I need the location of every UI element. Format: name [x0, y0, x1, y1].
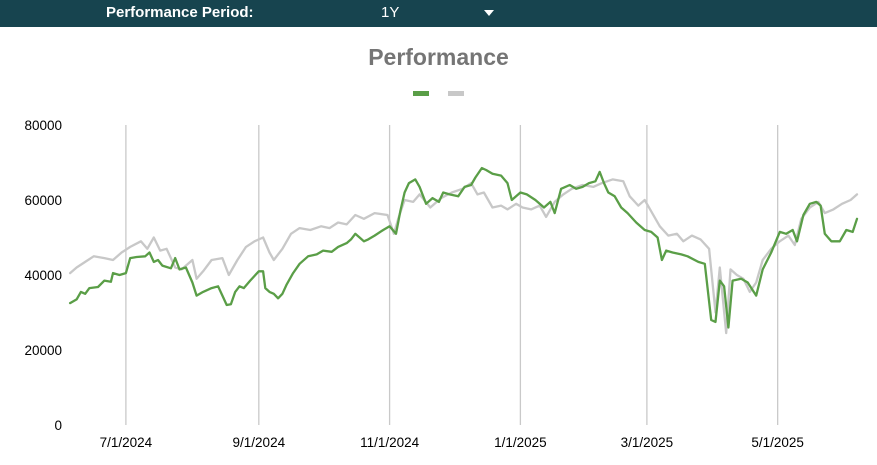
- performance-period-value: 1Y: [381, 4, 400, 21]
- chart-title: Performance: [368, 44, 509, 70]
- x-tick-label: 3/1/2025: [621, 435, 674, 450]
- series-line-benchmark: [68, 178, 859, 335]
- chevron-down-icon[interactable]: [484, 10, 494, 16]
- series-line-primary: [68, 166, 859, 329]
- performance-period-label: Performance Period:: [106, 4, 254, 21]
- performance-period-dropdown[interactable]: 1Y: [372, 0, 500, 27]
- y-tick-label: 20000: [24, 343, 62, 358]
- y-tick-label: 60000: [24, 193, 62, 208]
- x-tick-label: 11/1/2024: [360, 435, 420, 450]
- x-tick-label: 9/1/2024: [233, 435, 286, 450]
- x-tick-label: 1/1/2025: [494, 435, 547, 450]
- y-tick-label: 40000: [24, 268, 62, 283]
- legend-swatch-benchmark-series[interactable]: [448, 91, 464, 96]
- header-bar: Performance Period: 1Y: [0, 0, 877, 27]
- x-tick-label: 7/1/2024: [100, 435, 153, 450]
- y-tick-label: 80000: [24, 118, 62, 133]
- legend-swatch-primary-series[interactable]: [413, 91, 429, 96]
- y-tick-label: 0: [54, 418, 62, 433]
- x-tick-label: 5/1/2025: [751, 435, 804, 450]
